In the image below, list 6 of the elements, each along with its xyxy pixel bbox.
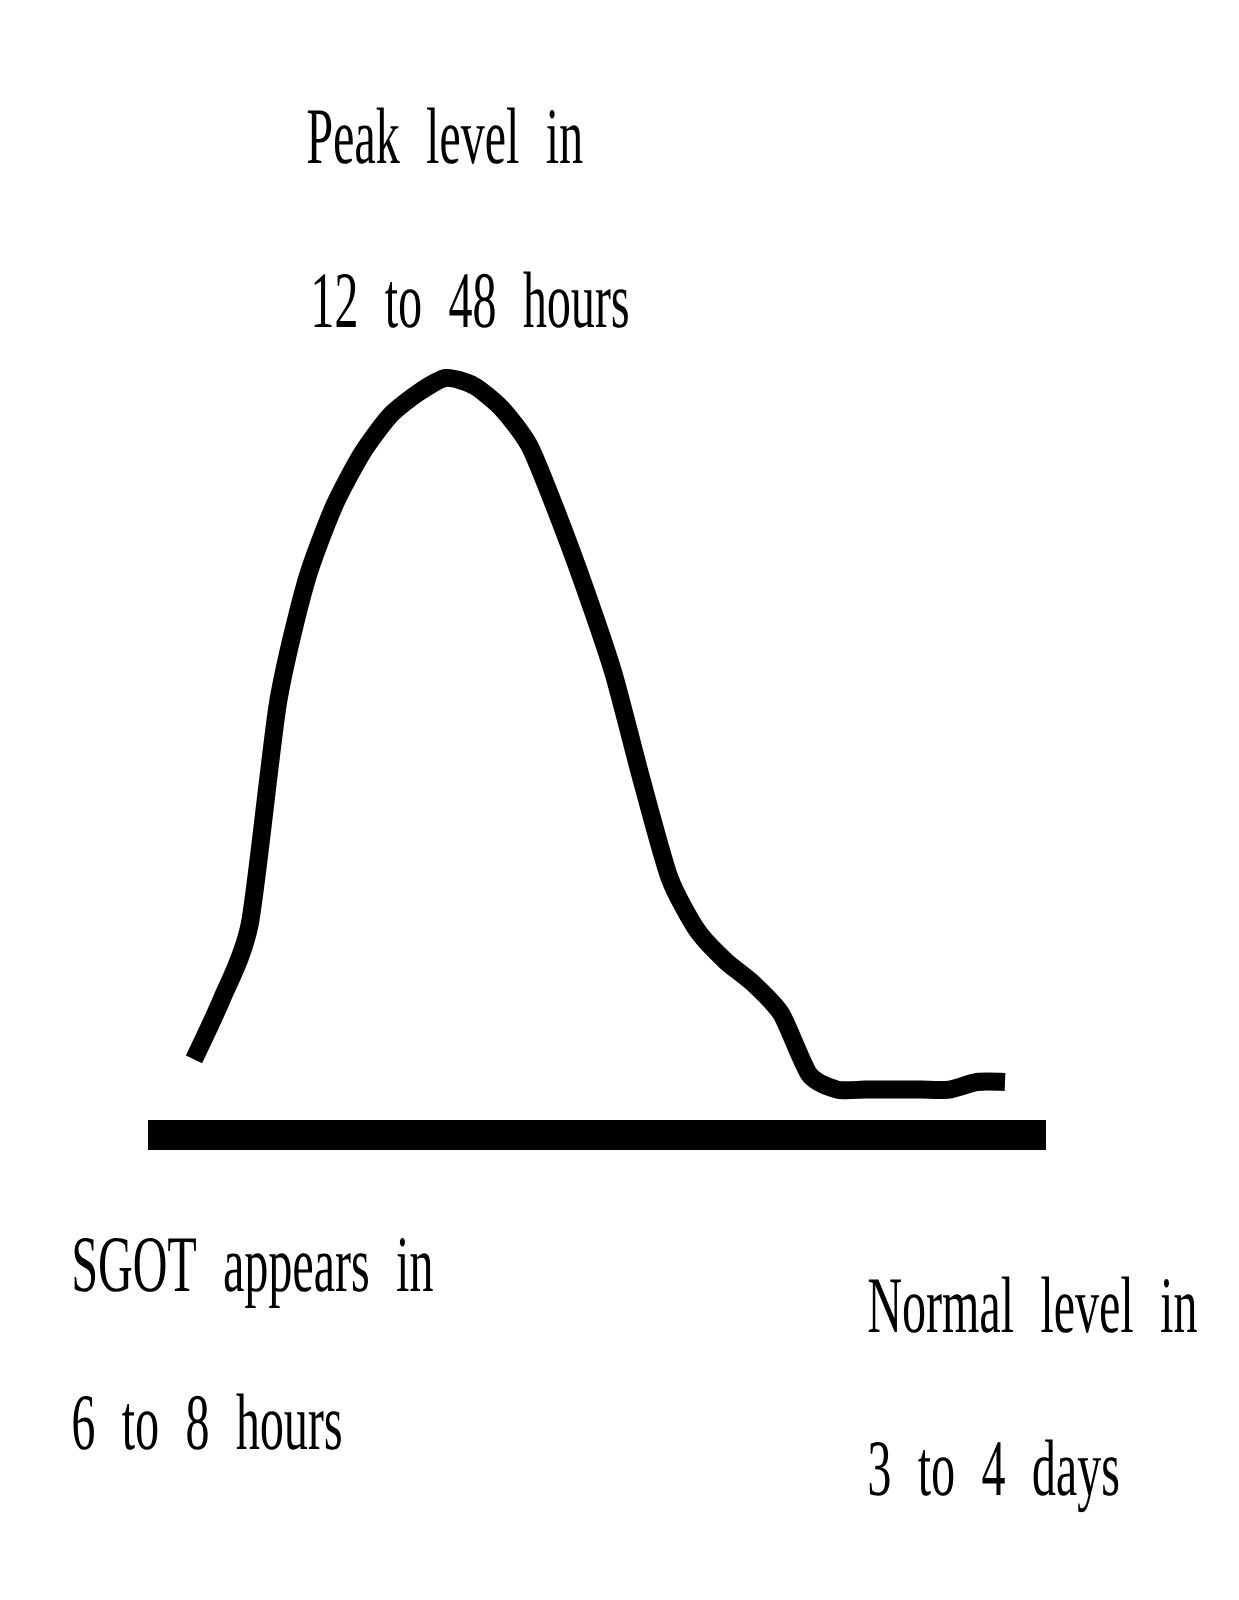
- text: 6 to 8 hours: [73, 1393, 341, 1450]
- text: Normal level in: [868, 1276, 1197, 1333]
- text: Peak level in: [307, 107, 583, 164]
- text: 12 to 48 hours: [314, 271, 628, 328]
- text: SGOT appears in: [74, 1238, 433, 1309]
- text: 3 to 4 days: [869, 1439, 1119, 1513]
